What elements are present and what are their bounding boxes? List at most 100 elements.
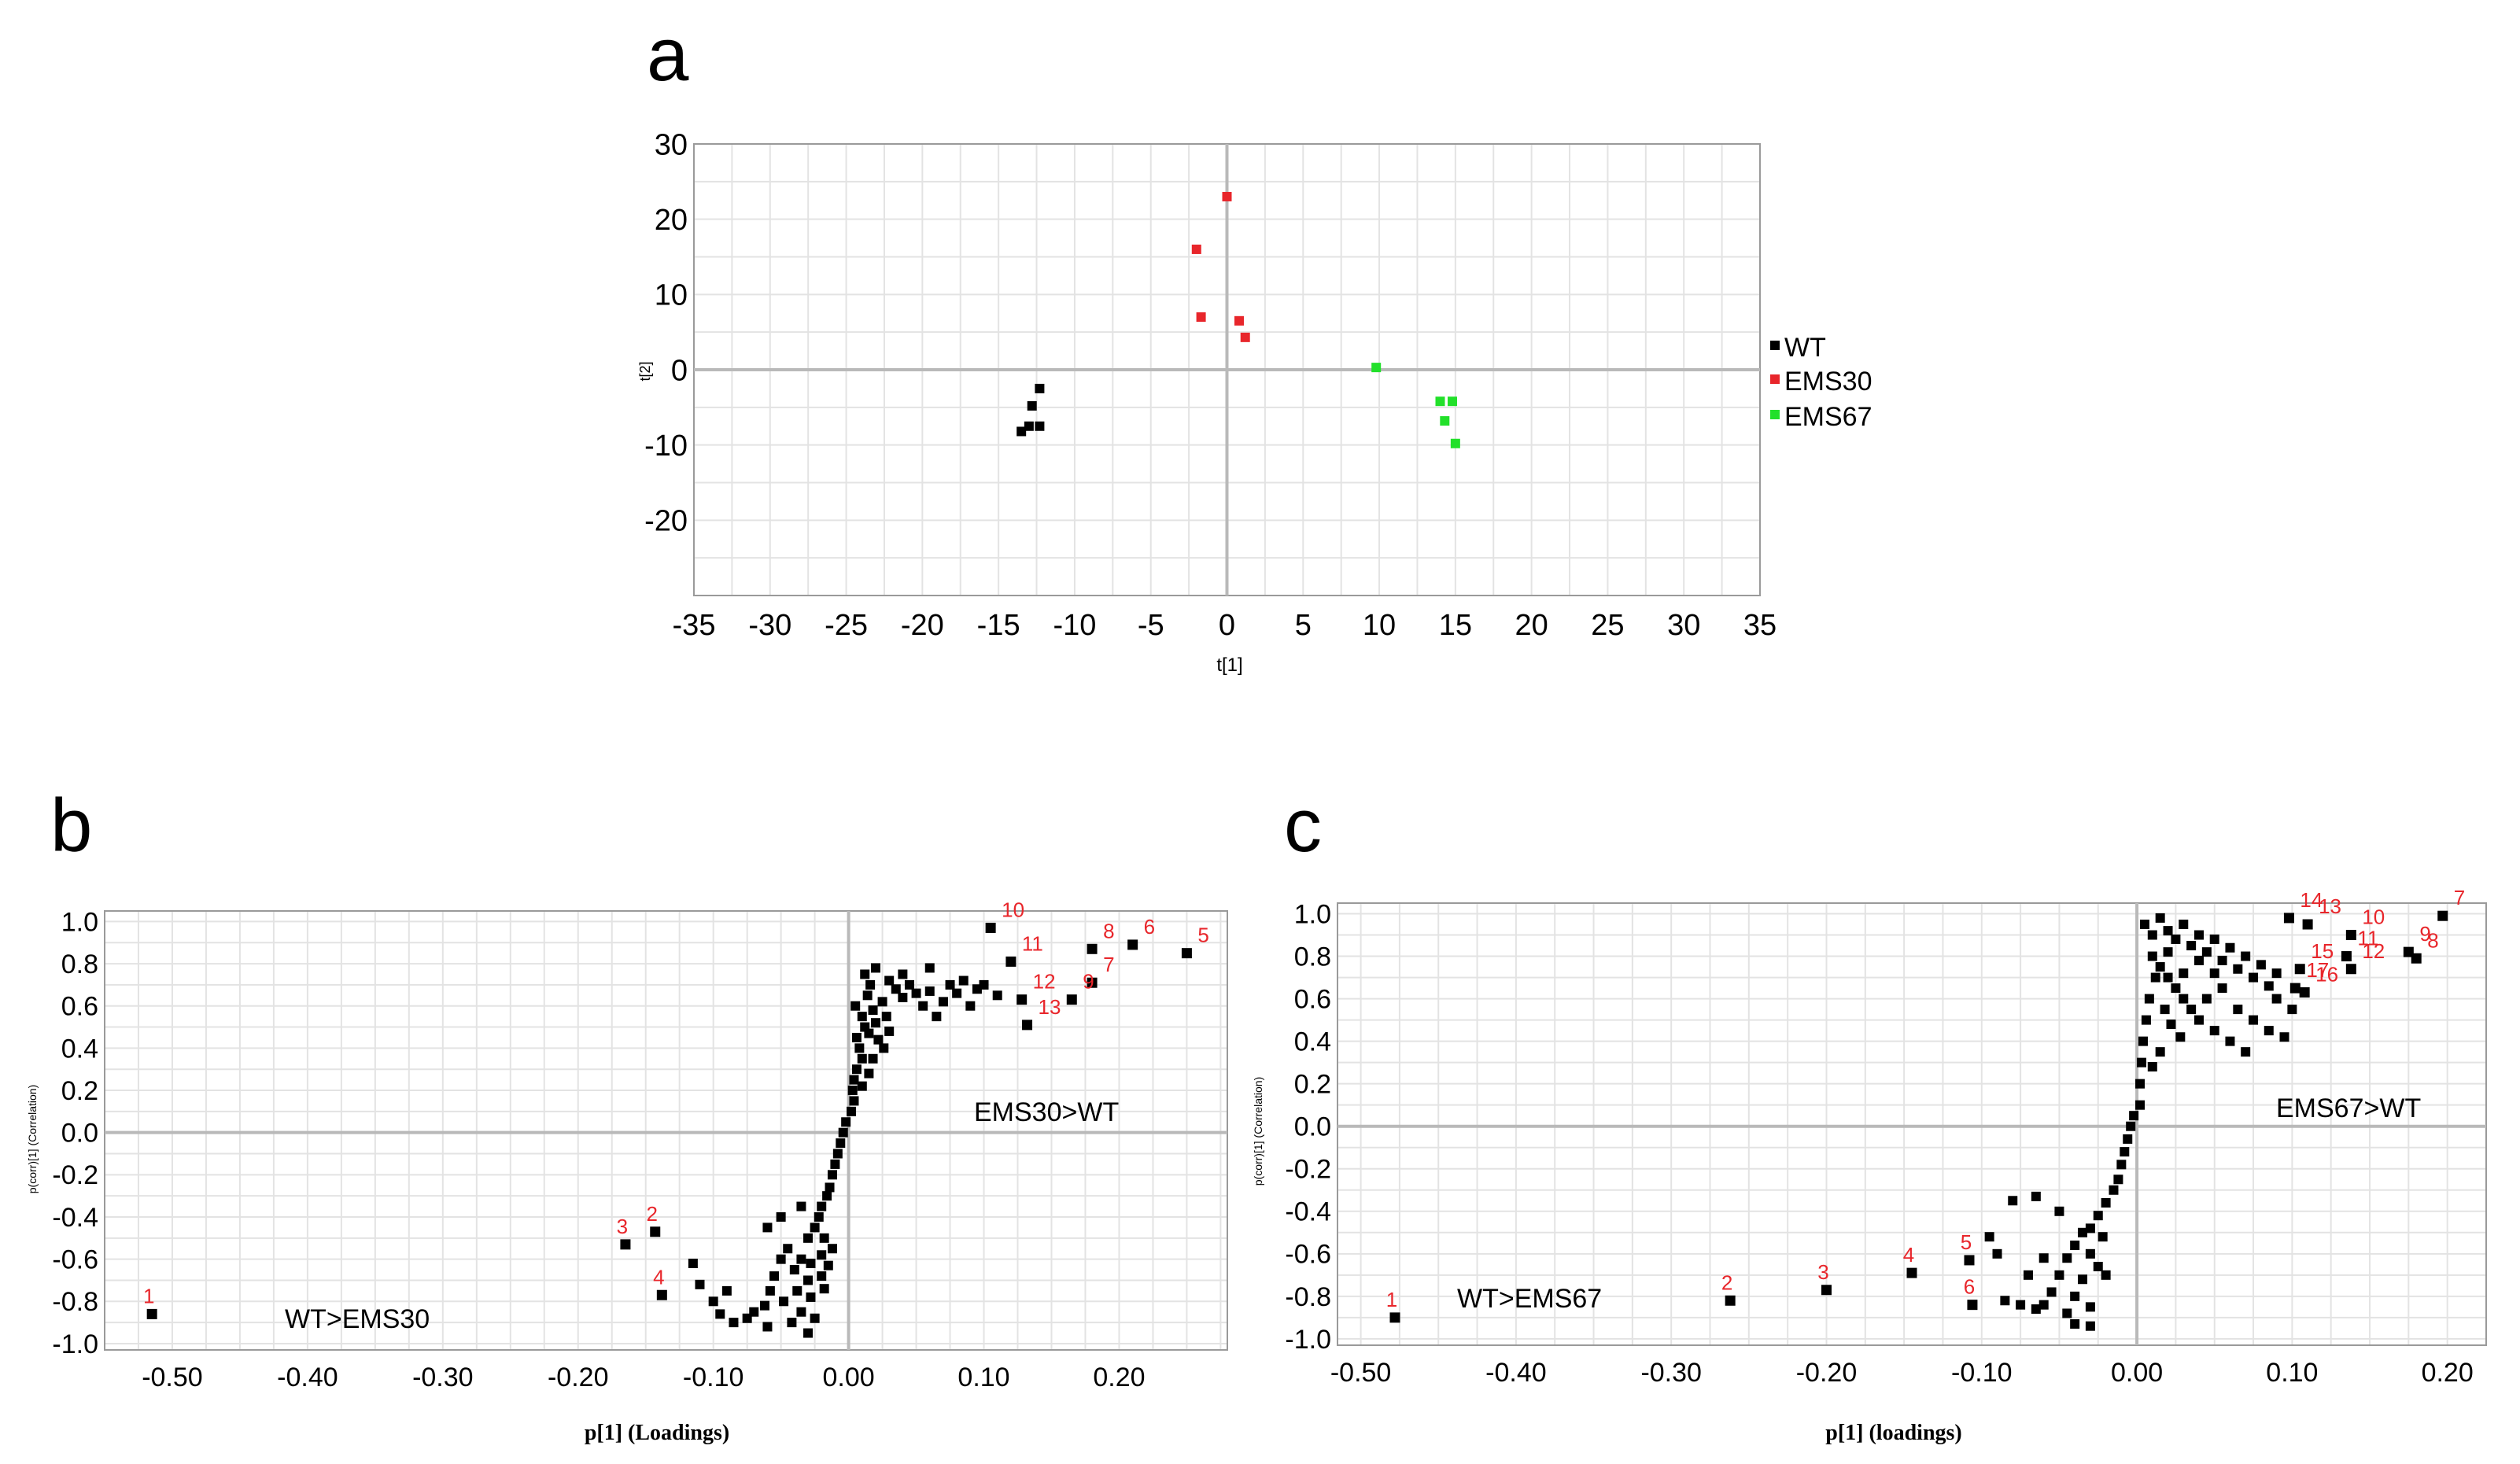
x-tick-label: -25 (825, 609, 868, 642)
loading-point (2264, 981, 2274, 991)
loading-point (803, 1275, 814, 1285)
ticks-b: -0.50 -0.40 -0.30 -0.20 -0.10 0.00 0.10 0.20 1.0… (52, 907, 1145, 1392)
point-number-label: 2 (1721, 1270, 1732, 1294)
y-tick-label: 0.4 (1294, 1027, 1331, 1057)
loading-point (2070, 1318, 2080, 1329)
legend-label-wt: WT (1784, 333, 1826, 363)
labeled-loading-point (2345, 930, 2356, 941)
loading-point (2186, 941, 2197, 951)
legend-label-ems67: EMS67 (1784, 402, 1872, 432)
point-number-label: 10 (2362, 905, 2385, 929)
y-tick-label: -0.2 (52, 1160, 98, 1190)
loading-point (862, 990, 873, 1001)
loading-point (2126, 1121, 2136, 1131)
y-tick-label: -0.4 (52, 1203, 98, 1233)
panel-letter-a: a (647, 13, 689, 97)
loading-point (823, 1260, 833, 1270)
y-tick-label: 30 (655, 128, 688, 161)
y-tick-label: -0.6 (52, 1245, 98, 1275)
x-tick-label: 30 (1667, 609, 1700, 642)
point-number-label: 4 (1903, 1243, 1914, 1267)
loading-point (817, 1271, 827, 1281)
loading-point (796, 1254, 806, 1264)
labeled-loading-point (2345, 964, 2356, 975)
point-number-label: 8 (2427, 928, 2438, 952)
x-tick-label: -0.40 (1485, 1358, 1547, 1388)
y-tick-label: -0.4 (1285, 1197, 1331, 1227)
loading-point (884, 1026, 895, 1036)
labeled-loading-point (650, 1226, 661, 1237)
loading-point (2147, 951, 2157, 961)
y-tick-label: 0 (671, 354, 688, 387)
y-tick-label: -0.2 (1285, 1155, 1331, 1185)
point-number-label: 6 (1144, 915, 1155, 939)
loading-point (2209, 968, 2219, 979)
loading-point (2171, 934, 2181, 944)
loading-point (2179, 994, 2189, 1004)
y-tick-label: 1.0 (1294, 899, 1331, 929)
legend-label-ems30: EMS30 (1784, 367, 1872, 396)
loading-point (2008, 1196, 2018, 1206)
x-tick-label: -0.10 (683, 1363, 744, 1392)
y-tick-label: -1.0 (52, 1329, 98, 1359)
point-number-label: 11 (1022, 931, 1043, 955)
point-number-label: 9 (1083, 970, 1094, 994)
loading-point (819, 1284, 829, 1294)
loading-point (2201, 994, 2212, 1004)
loading-point (2062, 1308, 2072, 1318)
y-tick-label: -0.6 (1285, 1240, 1331, 1270)
x-tick-label: 0.20 (2422, 1358, 2474, 1388)
loading-point (2163, 947, 2173, 957)
loading-point (2225, 1036, 2235, 1046)
y-tick-label: -10 (644, 430, 688, 463)
loading-point (2039, 1253, 2049, 1263)
labeled-loading-point (2437, 910, 2448, 921)
loading-point (857, 1081, 867, 1091)
loading-point (2209, 934, 2219, 944)
loading-point (2109, 1185, 2119, 1195)
loading-point (1984, 1232, 1994, 1242)
x-tick-label: 0.10 (957, 1363, 1009, 1392)
loading-point (2062, 1253, 2072, 1263)
point-number-label: 14 (2300, 888, 2323, 912)
loading-point (2264, 1026, 2274, 1036)
x-tick-label: 15 (1439, 609, 1472, 642)
x-tick-label: -30 (748, 609, 791, 642)
loading-point (779, 1296, 789, 1307)
loading-point (715, 1309, 725, 1319)
loading-point (2241, 1047, 2251, 1057)
loading-point (2179, 968, 2189, 979)
loading-point (2194, 1015, 2204, 1025)
loading-point (817, 1250, 827, 1260)
score-point-ems67 (1435, 396, 1445, 407)
loading-point (873, 1034, 884, 1045)
score-point-ems67 (1447, 396, 1457, 407)
loading-point (2116, 1160, 2127, 1170)
loading-point (965, 1001, 976, 1011)
annotation-wt-gt-ems67: WT>EMS67 (1457, 1284, 1602, 1314)
loading-point (2150, 972, 2160, 983)
loading-point (2209, 1026, 2219, 1036)
y-tick-label: -20 (644, 505, 688, 538)
loading-point (854, 1043, 865, 1053)
x-tick-label: 25 (1591, 609, 1624, 642)
labeled-loading-point (2299, 986, 2310, 998)
points-a (1016, 191, 1460, 448)
point-number-label: 13 (1039, 995, 1061, 1019)
labeled-loading-point (2289, 983, 2300, 994)
loading-point (2046, 1287, 2057, 1297)
loading-point (2120, 1147, 2130, 1157)
loading-point (814, 1211, 824, 1222)
loading-point (762, 1322, 773, 1332)
loading-point (2113, 1175, 2123, 1185)
x-tick-label: -10 (1053, 609, 1096, 642)
loading-point (850, 1001, 861, 1011)
loading-point (2175, 1032, 2186, 1042)
loading-point (2101, 1197, 2111, 1208)
loading-point (2279, 1032, 2289, 1042)
loading-point (847, 1086, 858, 1096)
loading-point (822, 1191, 832, 1201)
loading-point (825, 1182, 835, 1193)
legend-marker-ems30 (1770, 374, 1780, 384)
loading-point (2138, 1036, 2148, 1046)
